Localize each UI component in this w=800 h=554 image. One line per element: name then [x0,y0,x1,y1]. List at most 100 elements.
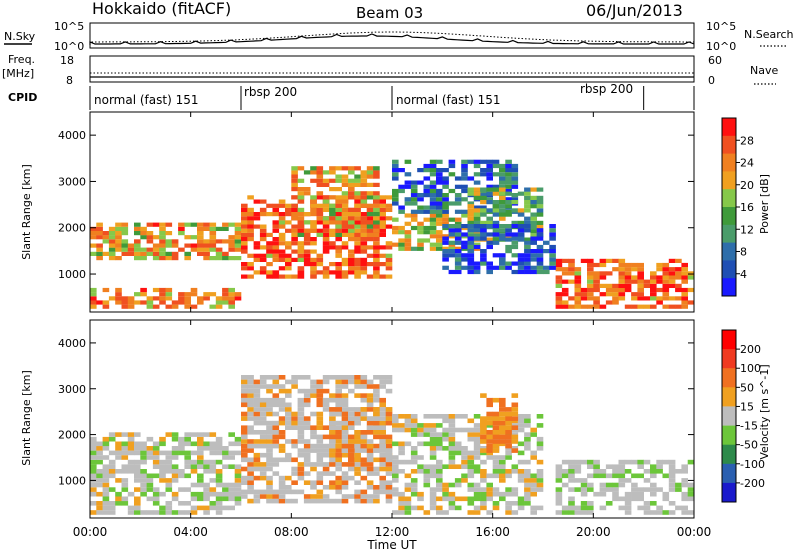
velocity-cell [561,482,569,488]
power-cell [675,258,682,263]
power-cell [165,296,173,301]
velocity-cell [329,439,336,444]
power-cell [373,203,380,208]
velocity-cell [530,491,537,497]
velocity-cell [492,411,500,417]
power-cell [222,222,229,227]
velocity-cell [121,450,129,456]
y-tick-label: 1000 [58,268,86,281]
power-cell [348,207,355,212]
velocity-cell [234,436,242,442]
velocity-cell [429,436,437,442]
velocity-cell [184,464,191,469]
velocity-cell [448,459,456,465]
power-cell [278,203,286,208]
power-cell [580,296,588,301]
power-cell [222,292,229,297]
velocity-cell [517,414,525,419]
power-cell [599,304,607,309]
velocity-cell [461,459,468,465]
velocity-cell [568,469,575,474]
velocity-cell [530,478,537,483]
power-cell [228,300,235,305]
velocity-cell [580,491,588,497]
power-cell [354,228,361,233]
velocity-cell [102,469,110,474]
power-cell [197,243,204,248]
velocity-cell [593,473,600,479]
velocity-cell [668,510,676,515]
velocity-cell [568,505,575,511]
power-cell [530,236,537,241]
power-cell [662,287,670,293]
velocity-cell [404,501,412,506]
velocity-cell [266,434,273,440]
velocity-cell [215,469,223,474]
power-cell [467,220,475,225]
power-cell [373,266,380,271]
power-cell [152,235,160,240]
velocity-cell [215,496,223,502]
power-cell [505,224,512,229]
power-cell [637,287,644,293]
velocity-cell [259,416,267,421]
velocity-cell [410,455,418,460]
velocity-cell [404,473,412,479]
power-cell [322,266,330,271]
power-cell [637,275,644,280]
velocity-cell [115,455,122,460]
velocity-cell [203,459,210,465]
power-cell [316,203,324,208]
power-cell [524,191,531,196]
power-cell [373,249,380,254]
power-cell [285,241,292,246]
power-cell [310,220,317,225]
power-cell [329,262,336,267]
power-cell [366,182,374,187]
power-cell [505,180,512,185]
velocity-cell [184,510,191,515]
power-cell [96,226,103,231]
power-cell [310,241,317,246]
power-cell [499,195,506,200]
velocity-cell [197,455,204,460]
velocity-cell [152,491,160,497]
power-cell [410,217,418,222]
power-cell [511,208,519,213]
nsky-traces [89,31,695,45]
power-cell [228,304,235,309]
nave-tick-top: 60 [708,54,722,67]
power-cell [335,212,342,217]
power-cell [555,258,563,263]
velocity-cell [675,482,682,488]
velocity-cell [492,473,500,479]
power-cell [536,244,544,250]
power-cell [492,224,500,229]
velocity-cell [624,501,632,506]
power-cell [492,163,500,169]
velocity-cell [461,496,468,502]
power-cell [480,232,487,237]
power-cell [499,204,506,209]
velocity-cell [316,480,324,485]
power-cell [480,193,487,198]
velocity-cell [524,496,531,502]
power-cell [335,207,342,212]
power-cell [203,243,210,248]
velocity-cell [587,510,594,515]
power-cell [278,241,286,246]
velocity-cell [291,425,298,430]
velocity-cell [360,498,368,504]
power-cell [253,253,261,258]
power-cell [631,296,638,301]
velocity-cell [366,498,374,504]
velocity-cell [190,510,198,515]
velocity-cell [335,388,342,394]
velocity-cell [385,480,393,485]
velocity-cell [398,505,405,511]
velocity-cell [341,439,349,444]
velocity-cell [335,397,342,403]
velocity-cell [291,375,298,380]
velocity-cell [278,443,286,449]
power-cell [650,275,657,280]
